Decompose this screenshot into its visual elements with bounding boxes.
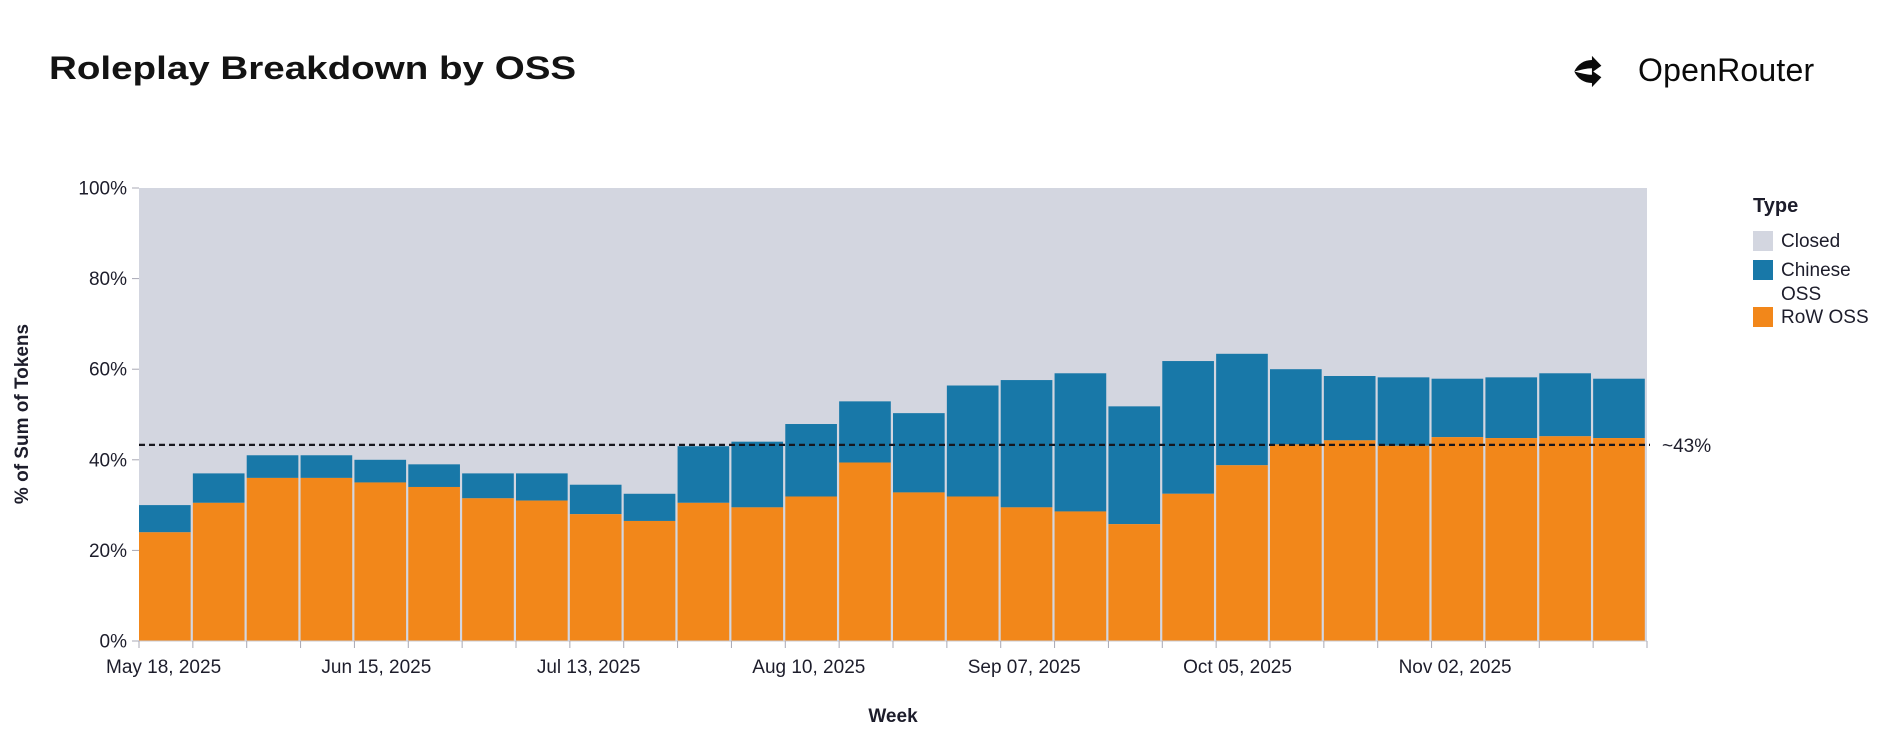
svg-text:% of Sum of Tokens: % of Sum of Tokens [12,324,33,504]
svg-text:Week: Week [868,706,918,727]
svg-text:May 18, 2025: May 18, 2025 [106,657,221,678]
svg-text:Nov 02, 2025: Nov 02, 2025 [1399,657,1512,678]
svg-text:Jun 15, 2025: Jun 15, 2025 [321,657,431,678]
svg-text:~43%: ~43% [1662,436,1711,457]
svg-text:0%: 0% [100,632,128,653]
svg-text:Jul 13, 2025: Jul 13, 2025 [537,657,641,678]
svg-text:Aug 10, 2025: Aug 10, 2025 [752,657,865,678]
svg-text:100%: 100% [78,179,127,200]
svg-text:Chinese: Chinese [1781,260,1851,281]
svg-text:Type: Type [1753,195,1798,217]
svg-text:80%: 80% [89,269,127,290]
svg-text:20%: 20% [89,541,127,562]
svg-text:Sep 07, 2025: Sep 07, 2025 [968,657,1081,678]
svg-text:RoW OSS: RoW OSS [1781,307,1869,328]
svg-text:40%: 40% [89,450,127,471]
svg-text:OSS: OSS [1781,284,1821,305]
svg-text:Closed: Closed [1781,231,1840,252]
svg-text:Oct 05, 2025: Oct 05, 2025 [1183,657,1292,678]
svg-text:60%: 60% [89,360,127,381]
